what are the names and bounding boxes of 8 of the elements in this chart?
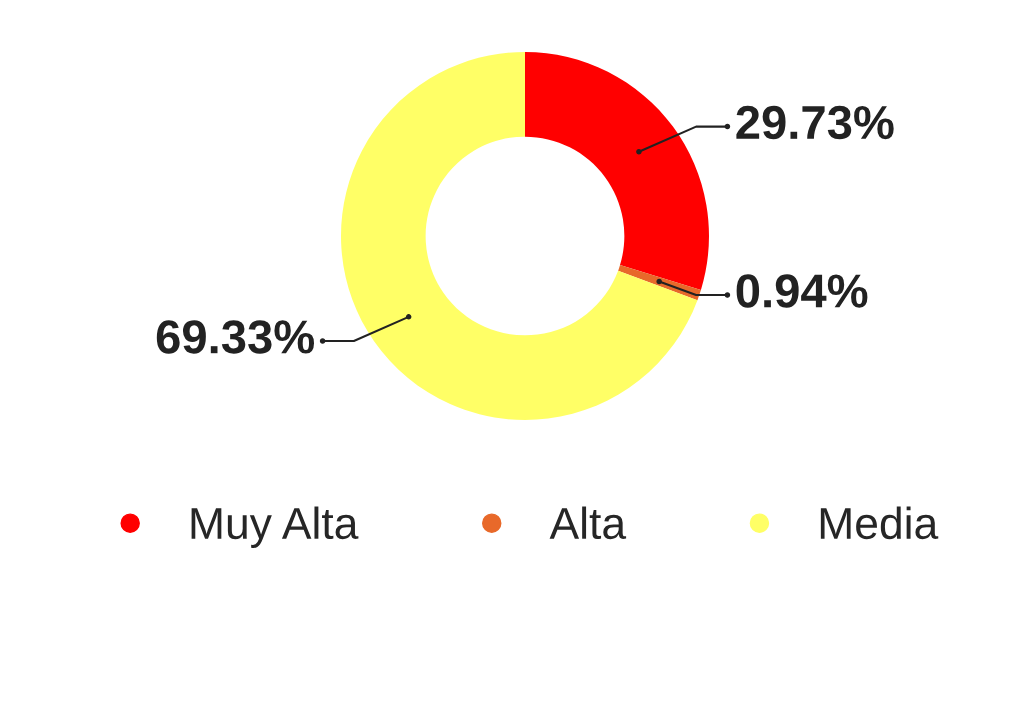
legend-label: Muy Alta — [191, 506, 359, 548]
data-label: 29.73% — [736, 105, 894, 140]
legend-label: Alta — [549, 506, 627, 540]
data-label: 69.33% — [156, 320, 315, 354]
data-label: 0.94% — [736, 274, 868, 308]
donut-slice — [341, 52, 698, 420]
legend-label: Media — [820, 506, 939, 540]
donut-slice — [525, 52, 709, 290]
